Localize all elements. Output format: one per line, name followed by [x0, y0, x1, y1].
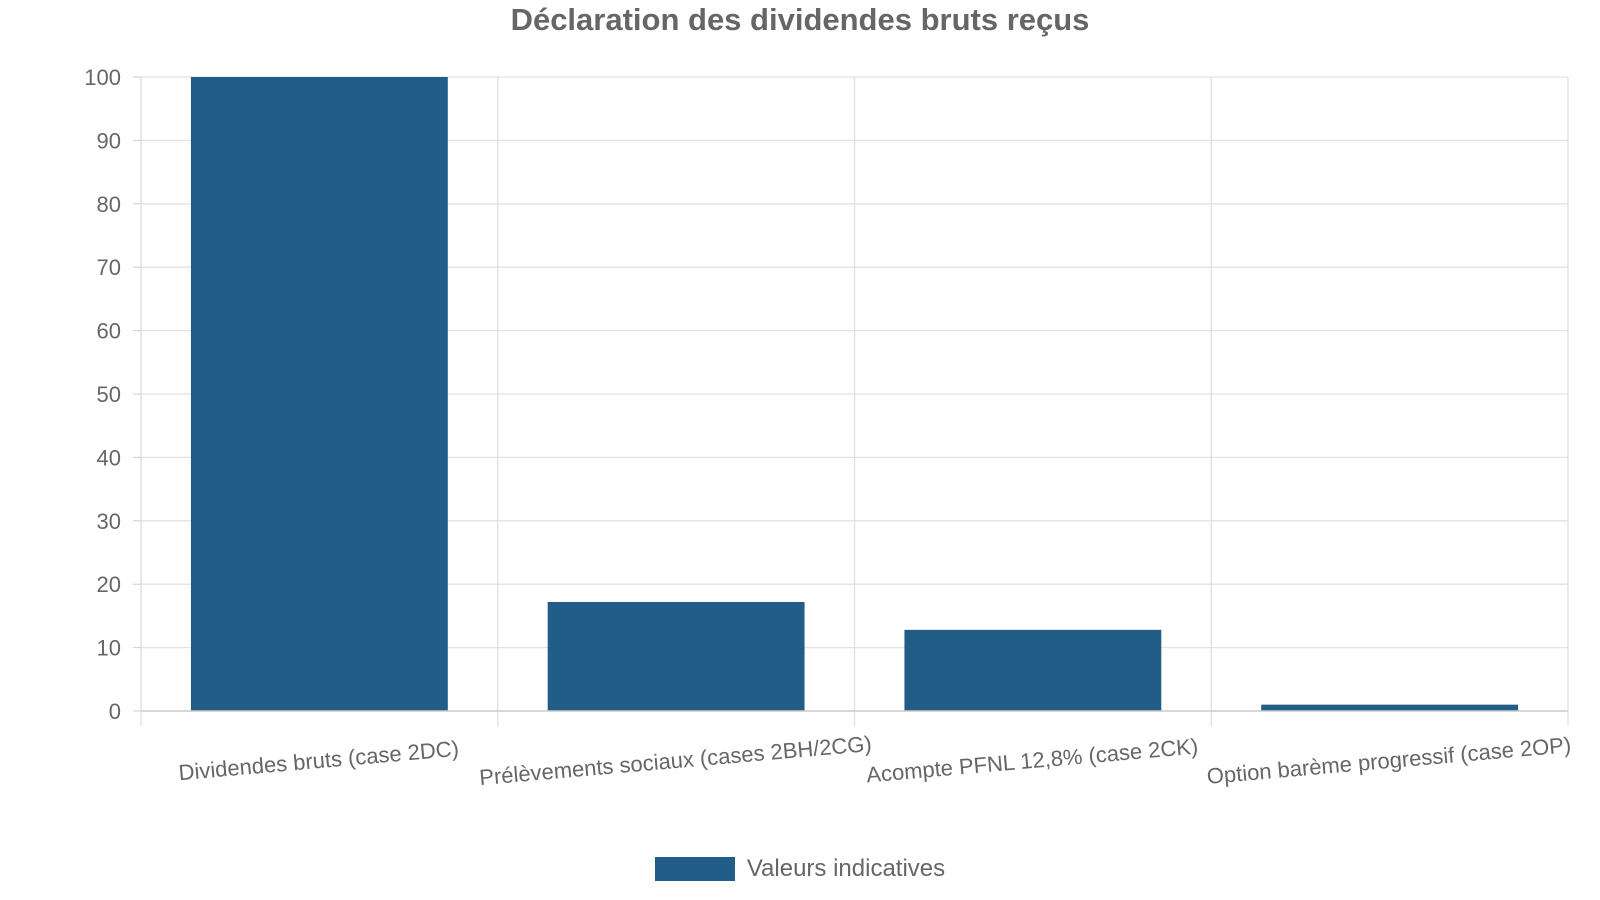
y-tick-label: 40: [97, 445, 121, 470]
x-tick-label: Acompte PFNL 12,8% (case 2CK): [865, 734, 1199, 788]
legend-swatch: [654, 857, 735, 881]
y-tick-label: 80: [97, 192, 121, 217]
y-tick-label: 30: [97, 509, 121, 534]
y-tick-label: 100: [84, 65, 121, 90]
bar: [190, 77, 448, 711]
y-tick-label: 0: [109, 699, 121, 724]
bars: [190, 77, 1519, 711]
legend: Valeurs indicatives: [0, 855, 1600, 883]
legend-label: Valeurs indicatives: [746, 855, 946, 882]
chart-title: Déclaration des dividendes bruts reçus: [510, 2, 1090, 37]
x-tick-label: Prélèvements sociaux (cases 2BH/2CG): [478, 731, 872, 790]
bar: [1261, 704, 1519, 711]
x-tick-label: Option barème progressif (case 2OP): [1206, 732, 1572, 789]
y-tick-label: 60: [97, 319, 121, 344]
bar: [904, 629, 1162, 711]
bar: [547, 601, 805, 711]
y-tick-label: 70: [97, 255, 121, 280]
x-tick-label: Dividendes bruts (case 2DC): [178, 736, 460, 785]
y-tick-label: 90: [97, 128, 121, 153]
y-tick-label: 50: [97, 382, 121, 407]
y-tick-label: 10: [97, 636, 121, 661]
y-tick-label: 20: [97, 572, 121, 597]
axes: [133, 76, 1568, 712]
